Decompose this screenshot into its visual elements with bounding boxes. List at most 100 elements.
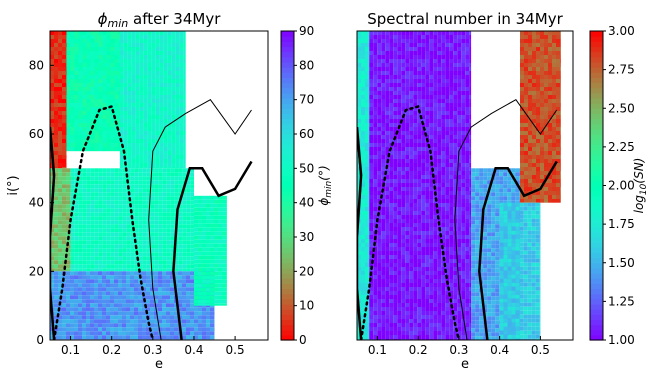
heatmap-cell <box>385 91 390 95</box>
heatmap-cell <box>433 39 438 43</box>
heatmap-cell <box>66 95 71 99</box>
heatmap-cell <box>437 147 442 151</box>
heatmap-cell <box>70 240 75 245</box>
heatmap-cell <box>94 335 98 340</box>
heatmap-cell <box>421 331 426 335</box>
heatmap-cell <box>114 196 119 201</box>
heatmap-cell <box>369 327 374 331</box>
heatmap-cell <box>202 247 206 252</box>
heatmap-cell <box>139 47 144 51</box>
heatmap-cell <box>166 279 170 284</box>
heatmap-cell <box>86 131 91 135</box>
colorbar-tick-label: 60 <box>299 127 314 141</box>
heatmap-cell <box>393 335 398 339</box>
heatmap-cell <box>90 139 95 143</box>
heatmap-cell <box>130 172 135 177</box>
heatmap-cell <box>429 107 434 111</box>
heatmap-cell <box>62 43 66 47</box>
heatmap-cell <box>110 240 115 245</box>
heatmap-cell <box>377 103 382 107</box>
colorbar-segment <box>281 134 294 140</box>
heatmap-cell <box>171 39 176 43</box>
heatmap-cell <box>114 248 119 253</box>
heatmap-cell <box>138 319 142 324</box>
heatmap-cell <box>146 236 151 241</box>
heatmap-cell <box>66 35 67 39</box>
heatmap-cell <box>102 299 106 304</box>
heatmap-cell <box>166 196 171 201</box>
heatmap-cell <box>357 243 361 247</box>
heatmap-cell <box>401 123 406 127</box>
heatmap-cell <box>429 239 434 243</box>
heatmap-cell <box>74 307 78 312</box>
colorbar-tick-label: 90 <box>299 24 314 38</box>
heatmap-cell <box>162 295 166 300</box>
heatmap-cell <box>171 151 176 155</box>
heatmap-cell <box>433 43 438 47</box>
heatmap-cell <box>175 159 180 163</box>
heatmap-cell <box>206 299 210 304</box>
heatmap-cell <box>373 171 378 175</box>
heatmap-cell <box>421 247 426 251</box>
heatmap-cell <box>373 103 378 107</box>
heatmap-cell <box>214 271 218 276</box>
heatmap-cell <box>146 331 150 336</box>
heatmap-cell <box>170 180 175 185</box>
heatmap-cell <box>226 299 227 304</box>
heatmap-cell <box>82 176 87 181</box>
heatmap-cell <box>102 55 107 59</box>
heatmap-cell <box>163 95 168 99</box>
heatmap-cell <box>186 228 191 233</box>
heatmap-cell <box>425 79 430 83</box>
heatmap-cell <box>401 167 406 171</box>
heatmap-cell <box>389 163 394 167</box>
heatmap-cell <box>74 139 79 143</box>
heatmap-cell <box>167 31 172 35</box>
heatmap-cell <box>110 91 115 95</box>
heatmap-cell <box>437 43 442 47</box>
heatmap-cell <box>206 195 210 200</box>
heatmap-cell <box>142 283 146 288</box>
heatmap-cell <box>385 107 390 111</box>
heatmap-cell <box>134 275 138 280</box>
heatmap-cell <box>373 311 378 315</box>
heatmap-cell <box>210 291 214 296</box>
heatmap-cell <box>175 107 180 111</box>
heatmap-cell <box>98 323 102 328</box>
heatmap-cell <box>74 220 79 225</box>
heatmap-cell <box>66 184 70 189</box>
heatmap-cell <box>58 188 62 193</box>
heatmap-cell <box>146 188 151 193</box>
heatmap-cell <box>425 179 430 183</box>
heatmap-cell <box>158 256 163 261</box>
heatmap-cell <box>102 228 107 233</box>
heatmap-cell <box>222 291 226 296</box>
heatmap-cell <box>143 163 148 167</box>
heatmap-cell <box>166 204 171 209</box>
heatmap-cell <box>102 95 107 99</box>
heatmap-cell <box>413 271 418 275</box>
heatmap-cell <box>70 172 71 177</box>
heatmap-cell <box>66 335 70 340</box>
heatmap-cell <box>389 267 394 271</box>
heatmap-cell <box>94 123 99 127</box>
heatmap-cell <box>163 147 168 151</box>
heatmap-cell <box>54 208 58 213</box>
heatmap-cell <box>70 303 74 308</box>
heatmap-cell <box>401 263 406 267</box>
heatmap-cell <box>106 264 111 269</box>
heatmap-cell <box>214 319 215 324</box>
heatmap-cell <box>159 147 164 151</box>
heatmap-cell <box>182 311 186 316</box>
heatmap-cell <box>222 295 226 300</box>
heatmap-cell <box>154 323 158 328</box>
heatmap-cell <box>437 51 442 55</box>
heatmap-cell <box>158 212 163 217</box>
heatmap-cell <box>365 47 369 51</box>
heatmap-cell <box>70 63 75 67</box>
heatmap-cell <box>175 115 180 119</box>
heatmap-cell <box>74 331 78 336</box>
heatmap-cell <box>142 204 147 209</box>
heatmap-cell <box>62 180 66 185</box>
heatmap-cell <box>98 172 103 177</box>
